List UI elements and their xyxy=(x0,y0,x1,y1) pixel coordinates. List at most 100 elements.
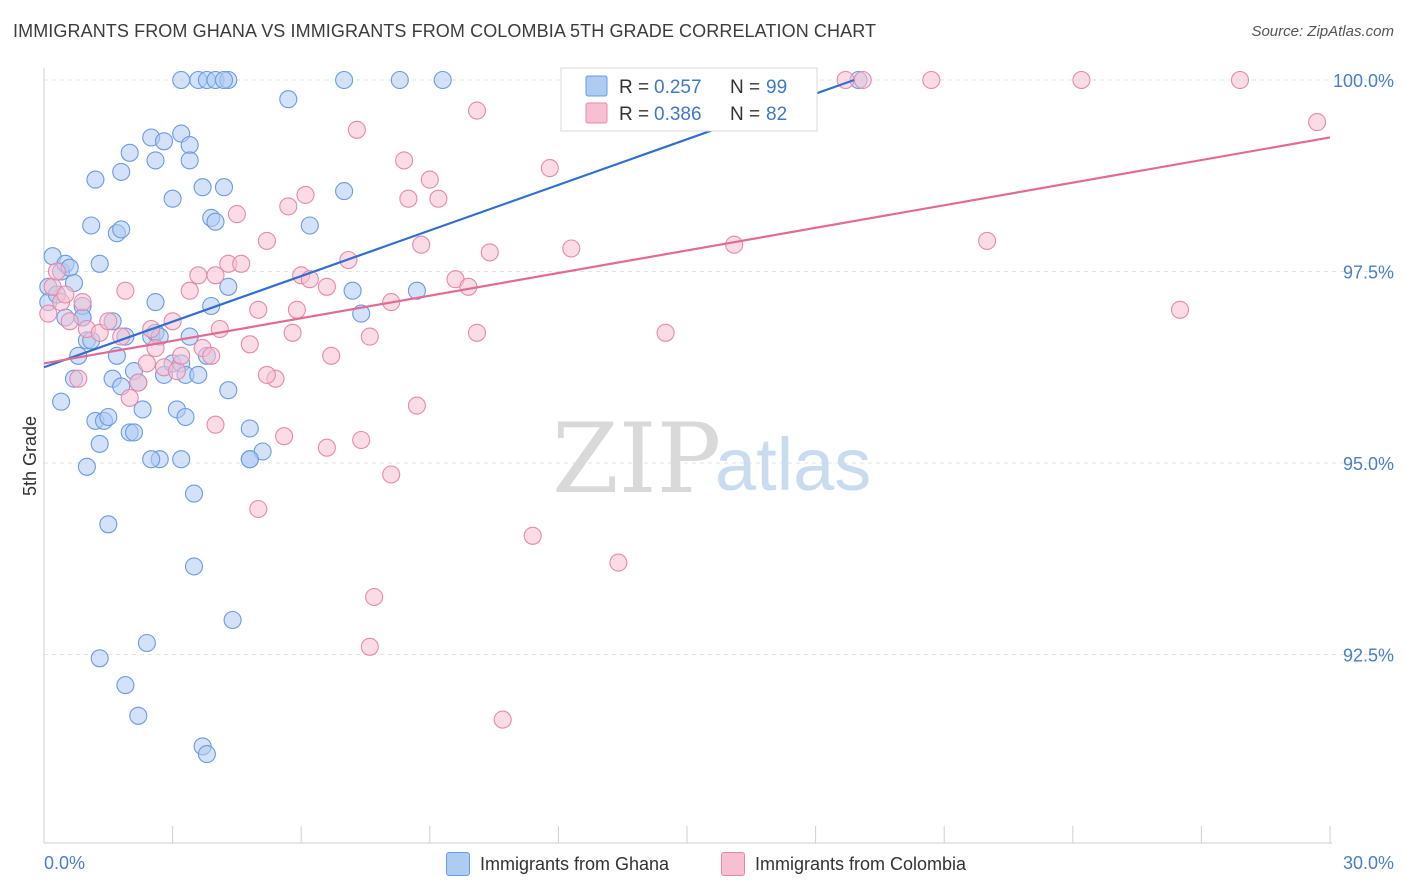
point-colombia xyxy=(1170,300,1190,319)
point-colombia xyxy=(180,281,199,300)
point-colombia xyxy=(47,262,66,281)
point-colombia xyxy=(275,427,294,446)
point-colombia xyxy=(1308,113,1327,132)
legend-r-label-colombia: R = xyxy=(619,104,649,125)
point-ghana xyxy=(77,457,96,476)
point-colombia xyxy=(129,373,148,392)
bottom-legend-colombia: Immigrants from Colombia xyxy=(721,852,966,876)
legend-r-value-ghana: 0.257 xyxy=(654,77,702,98)
point-colombia xyxy=(480,243,499,262)
point-colombia xyxy=(257,365,276,384)
legend-n-label-colombia: N = xyxy=(730,104,760,125)
trend-line-colombia xyxy=(43,136,1331,365)
point-colombia xyxy=(467,323,487,342)
point-ghana xyxy=(343,281,362,300)
y-tick-labels: 92.5% 95.0% 97.5% 100.0% xyxy=(1333,71,1394,666)
axes xyxy=(43,68,1332,844)
legend-r-label-ghana: R = xyxy=(619,77,649,98)
point-colombia xyxy=(382,465,401,484)
stats-legend: R = 0.257 N = 99 R = 0.386 N = 82 xyxy=(560,67,818,132)
point-ghana xyxy=(184,484,204,503)
point-colombia xyxy=(562,239,581,258)
point-colombia xyxy=(420,170,439,189)
point-colombia xyxy=(116,281,135,300)
point-colombia xyxy=(172,346,191,365)
point-ghana xyxy=(193,178,212,197)
point-colombia xyxy=(206,266,225,285)
point-ghana xyxy=(146,151,165,170)
point-ghana xyxy=(279,90,298,109)
legend-n-value-ghana: 99 xyxy=(766,77,787,98)
point-colombia xyxy=(352,430,371,450)
point-colombia xyxy=(287,300,306,319)
point-colombia xyxy=(853,70,872,90)
point-ghana xyxy=(90,254,109,273)
point-ghana xyxy=(240,450,259,469)
point-ghana xyxy=(99,407,118,427)
bottom-legend-swatch-colombia xyxy=(721,852,745,876)
point-colombia xyxy=(540,159,559,178)
point-ghana xyxy=(180,151,199,170)
y-axis-title: 5th Grade xyxy=(20,416,40,496)
point-colombia xyxy=(249,300,268,319)
point-colombia xyxy=(322,346,341,365)
point-ghana xyxy=(172,450,191,469)
point-colombia xyxy=(399,189,418,208)
point-colombia xyxy=(137,354,156,373)
point-colombia xyxy=(167,362,186,381)
point-ghana xyxy=(206,212,225,231)
point-colombia xyxy=(240,335,259,354)
point-ghana xyxy=(163,189,182,208)
gridlines xyxy=(44,79,1392,655)
point-colombia xyxy=(365,587,384,607)
point-colombia xyxy=(407,396,426,415)
point-ghana xyxy=(120,143,139,162)
x-tick-label-min: 0.0% xyxy=(44,853,85,873)
chart-title: IMMIGRANTS FROM GHANA VS IMMIGRANTS FROM… xyxy=(13,21,877,41)
point-colombia xyxy=(412,235,431,254)
point-colombia xyxy=(395,151,414,170)
x-ticks xyxy=(43,826,1331,843)
bottom-legend-label-colombia: Immigrants from Colombia xyxy=(755,853,967,874)
point-ghana xyxy=(124,423,144,442)
bottom-legend-swatch-ghana xyxy=(446,852,470,876)
point-ghana xyxy=(240,419,259,438)
legend-swatch-colombia xyxy=(585,102,608,124)
point-ghana xyxy=(214,70,234,90)
point-colombia xyxy=(232,254,251,273)
point-colombia xyxy=(73,293,92,312)
point-ghana xyxy=(390,70,409,90)
point-colombia xyxy=(429,189,448,208)
point-colombia xyxy=(189,266,208,285)
point-ghana xyxy=(154,132,174,151)
legend-n-value-colombia: 82 xyxy=(766,104,787,125)
point-ghana xyxy=(172,70,191,90)
point-colombia xyxy=(360,637,379,656)
y-tick-label: 92.5% xyxy=(1343,646,1394,666)
point-colombia xyxy=(60,312,79,331)
point-colombia xyxy=(39,304,58,323)
point-colombia xyxy=(210,319,229,339)
point-colombia xyxy=(202,346,221,365)
point-ghana xyxy=(129,706,148,725)
point-ghana xyxy=(176,407,195,427)
point-ghana xyxy=(219,381,238,400)
x-tick-label-max: 30.0% xyxy=(1343,853,1394,873)
legend-n-label-ghana: N = xyxy=(730,77,760,98)
point-colombia xyxy=(227,205,246,224)
point-colombia xyxy=(347,120,366,139)
point-colombia xyxy=(206,415,225,434)
point-colombia xyxy=(296,185,315,204)
watermark-zip: ZIP xyxy=(552,403,721,515)
point-colombia xyxy=(656,323,675,342)
point-ghana xyxy=(137,633,156,653)
source-label: Source: ZipAtlas.com xyxy=(1251,23,1394,40)
legend-r-value-colombia: 0.386 xyxy=(654,104,702,125)
point-ghana xyxy=(219,277,238,296)
point-colombia xyxy=(609,553,628,572)
point-colombia xyxy=(1230,70,1250,90)
watermark-atlas: atlas xyxy=(715,423,871,506)
point-ghana xyxy=(90,649,109,668)
point-ghana xyxy=(433,70,452,90)
point-colombia xyxy=(283,323,302,342)
